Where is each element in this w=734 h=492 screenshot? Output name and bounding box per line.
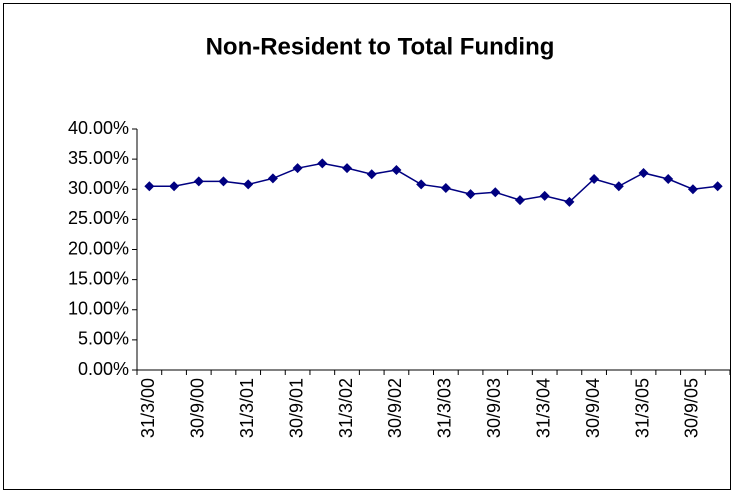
y-tick-label: 10.00% bbox=[68, 299, 129, 319]
y-tick-label: 0.00% bbox=[78, 359, 129, 379]
marker bbox=[465, 189, 476, 200]
marker bbox=[589, 174, 600, 185]
y-tick-label: 30.00% bbox=[68, 178, 129, 198]
marker bbox=[613, 181, 624, 192]
marker bbox=[490, 187, 501, 198]
x-tick-label: 31/3/04 bbox=[533, 378, 553, 438]
marker bbox=[687, 184, 698, 195]
x-tick-label: 30/9/02 bbox=[385, 378, 405, 438]
y-tick-label: 20.00% bbox=[68, 238, 129, 258]
marker bbox=[514, 195, 525, 206]
x-tick-label: 30/9/04 bbox=[583, 378, 603, 438]
y-tick-label: 35.00% bbox=[68, 148, 129, 168]
marker bbox=[416, 179, 427, 190]
marker bbox=[366, 169, 377, 180]
marker bbox=[169, 181, 180, 192]
x-tick-label: 30/9/00 bbox=[188, 378, 208, 438]
x-tick-label: 30/9/03 bbox=[484, 378, 504, 438]
x-tick-label: 30/9/01 bbox=[286, 378, 306, 438]
marker bbox=[391, 164, 402, 175]
marker bbox=[564, 196, 575, 207]
chart-title: Non-Resident to Total Funding bbox=[206, 33, 555, 60]
marker bbox=[663, 174, 674, 185]
marker bbox=[218, 176, 229, 187]
x-tick-label: 31/3/03 bbox=[435, 378, 455, 438]
marker bbox=[292, 163, 303, 174]
y-tick-label: 5.00% bbox=[78, 329, 129, 349]
x-tick-label: 31/3/00 bbox=[138, 378, 158, 438]
marker bbox=[317, 158, 328, 169]
y-tick-label: 25.00% bbox=[68, 208, 129, 228]
marker bbox=[267, 173, 278, 184]
marker bbox=[193, 176, 204, 187]
marker bbox=[243, 179, 254, 190]
marker bbox=[440, 183, 451, 194]
chart-border bbox=[3, 3, 731, 490]
x-tick-label: 31/3/02 bbox=[336, 378, 356, 438]
x-tick-label: 31/3/05 bbox=[632, 378, 652, 438]
marker bbox=[712, 181, 723, 192]
x-tick-label: 31/3/01 bbox=[237, 378, 257, 438]
y-tick-label: 15.00% bbox=[68, 268, 129, 288]
marker bbox=[144, 181, 155, 192]
marker bbox=[342, 163, 353, 174]
marker bbox=[539, 190, 550, 201]
x-tick-label: 30/9/05 bbox=[682, 378, 702, 438]
marker bbox=[638, 167, 649, 178]
y-tick-label: 40.00% bbox=[68, 118, 129, 138]
